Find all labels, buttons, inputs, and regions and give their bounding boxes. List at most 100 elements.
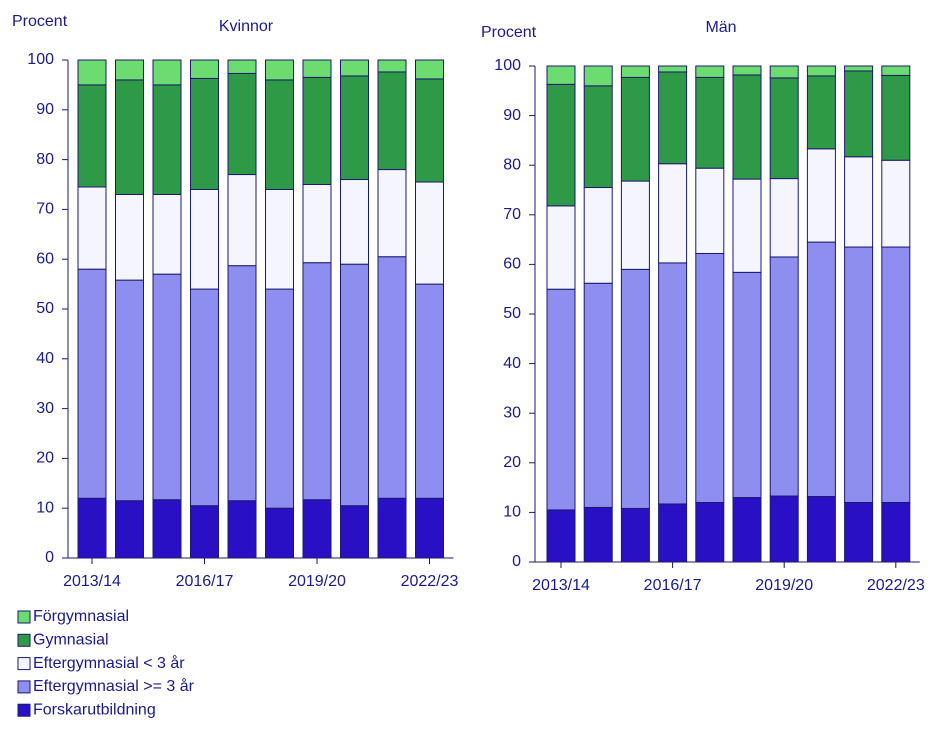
- bar-segment: [190, 505, 219, 559]
- bar-segment: [881, 246, 911, 503]
- bar-segment: [769, 178, 799, 258]
- bar-segment: [152, 499, 182, 559]
- bar-segment: [340, 59, 369, 77]
- bar-segment: [769, 77, 799, 180]
- bar-segment: [302, 262, 332, 501]
- x-tick-label: 2016/17: [176, 573, 234, 590]
- bar-segment: [546, 509, 576, 563]
- bar-segment: [152, 273, 182, 501]
- bar-segment: [227, 72, 257, 176]
- bar-segment: [881, 65, 911, 76]
- bar-segment: [415, 283, 444, 499]
- y-tick-label: 70: [503, 206, 521, 223]
- bar-segment: [732, 178, 762, 273]
- bar-segment: [658, 71, 688, 165]
- bar-segment: [115, 193, 144, 281]
- bar-segment: [77, 497, 107, 559]
- bar-segment: [265, 188, 294, 290]
- bar-segment: [695, 76, 725, 169]
- bar-segment: [583, 506, 613, 563]
- y-tick-label: 20: [36, 450, 54, 467]
- bar-segment: [377, 71, 407, 171]
- bar-segment: [377, 497, 407, 559]
- bar-segment: [227, 59, 257, 74]
- y-tick-label: 50: [503, 305, 521, 322]
- bar-segment: [265, 59, 294, 81]
- y-tick-label: 80: [503, 156, 521, 173]
- y-tick-label: 60: [503, 256, 521, 273]
- bar-segment: [806, 75, 836, 150]
- bar-segment: [620, 180, 650, 270]
- bar-segment: [806, 496, 836, 563]
- legend-label: Förgymnasial: [33, 608, 129, 625]
- x-tick-label: 2019/20: [288, 573, 346, 590]
- legend-swatch: [17, 610, 31, 624]
- bar-segment: [340, 505, 369, 559]
- bar-segment: [190, 77, 219, 190]
- bar-segment: [377, 256, 407, 499]
- x-tick-label: 2022/23: [867, 577, 925, 594]
- bar-segment: [583, 65, 613, 87]
- bar-segment: [620, 65, 650, 78]
- bar-segment: [302, 184, 332, 264]
- y-tick-label: 90: [503, 107, 521, 124]
- bar-segment: [620, 268, 650, 509]
- y-tick-label: 90: [36, 101, 54, 118]
- y-tick-label: 40: [503, 355, 521, 372]
- y-tick-label: 0: [45, 549, 54, 566]
- bar-segment: [658, 503, 688, 563]
- bar-segment: [265, 507, 294, 559]
- y-tick-label: 50: [36, 300, 54, 317]
- bar-segment: [190, 188, 219, 290]
- y-axis-label: Procent: [12, 13, 68, 30]
- bar-segment: [302, 499, 332, 559]
- bar-segment: [265, 79, 294, 190]
- x-tick-label: 2022/23: [401, 573, 459, 590]
- bar-segment: [583, 282, 613, 508]
- bar-segment: [695, 501, 725, 563]
- y-tick-label: 10: [36, 499, 54, 516]
- bar-segment: [152, 193, 182, 275]
- bar-segment: [881, 159, 911, 248]
- bar-segment: [265, 288, 294, 509]
- bar-segment: [546, 205, 576, 290]
- bar-segment: [415, 59, 444, 80]
- y-tick-label: 100: [27, 51, 54, 68]
- bar-segment: [546, 65, 576, 85]
- bar-segment: [115, 500, 144, 559]
- legend-label: Eftergymnasial >= 3 år: [33, 677, 195, 695]
- legend-label: Eftergymnasial < 3 år: [33, 654, 185, 672]
- legend-swatch: [17, 680, 31, 694]
- bar-segment: [152, 84, 182, 195]
- bar-segment: [77, 268, 107, 499]
- bar-segment: [769, 65, 799, 79]
- bar-segment: [190, 59, 219, 79]
- bar-segment: [806, 65, 836, 77]
- bar-segment: [340, 75, 369, 181]
- bar-segment: [844, 246, 874, 503]
- y-axis-label: Procent: [481, 24, 537, 41]
- bar-segment: [377, 59, 407, 73]
- bar-segment: [769, 256, 799, 497]
- bar-segment: [77, 84, 107, 188]
- bar-segment: [415, 497, 444, 559]
- bar-segment: [769, 495, 799, 563]
- bar-segment: [806, 148, 836, 243]
- legend-label: Gymnasial: [33, 632, 109, 649]
- bar-segment: [227, 500, 257, 559]
- chart-title: Män: [705, 19, 736, 36]
- bar-segment: [844, 65, 874, 72]
- bar-segment: [732, 271, 762, 499]
- bar-segment: [302, 76, 332, 185]
- legend-swatch: [17, 657, 31, 671]
- y-tick-label: 20: [503, 454, 521, 471]
- bar-segment: [583, 187, 613, 284]
- bar-segment: [844, 501, 874, 563]
- bar-segment: [115, 279, 144, 502]
- bar-segment: [844, 156, 874, 248]
- bar-segment: [152, 59, 182, 86]
- y-tick-label: 30: [36, 400, 54, 417]
- bar-segment: [77, 59, 107, 86]
- bar-segment: [302, 59, 332, 78]
- bar-segment: [415, 78, 444, 183]
